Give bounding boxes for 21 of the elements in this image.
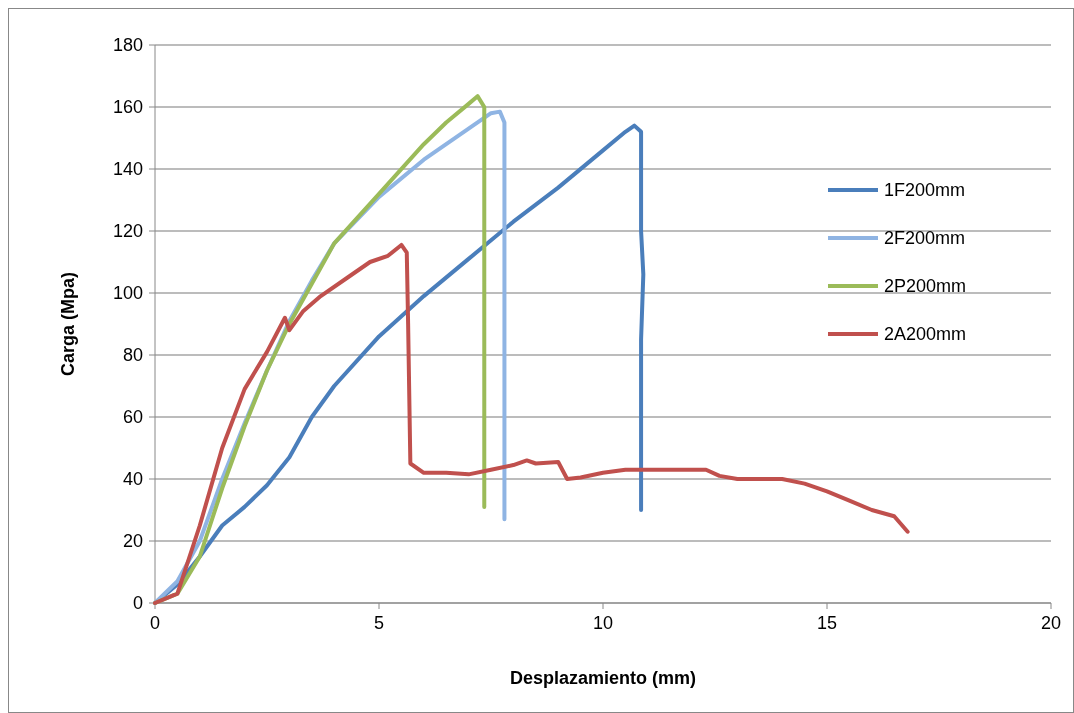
- y-tick-label: 40: [122, 469, 143, 490]
- legend-label: 2P200mm: [884, 276, 967, 297]
- y-axis-title: Carga (Mpa): [58, 271, 78, 377]
- y-tick-label: 0: [132, 593, 143, 614]
- x-tick-label: 10: [592, 613, 614, 633]
- y-tick-label: 100: [112, 283, 143, 304]
- y-tick-label: 140: [112, 159, 143, 180]
- x-tick-label: 20: [1040, 613, 1062, 633]
- y-tick-label: 20: [122, 531, 143, 552]
- y-tick-label: 80: [122, 345, 143, 366]
- x-tick-label: 15: [816, 613, 838, 633]
- y-tick-label: 60: [122, 407, 143, 428]
- x-tick-label: 0: [149, 613, 161, 633]
- x-axis-title: Desplazamiento (mm): [509, 668, 697, 688]
- x-tick-label: 5: [373, 613, 385, 633]
- y-tick-label: 160: [112, 97, 143, 118]
- y-tick-label: 180: [112, 35, 143, 56]
- y-tick-label: 120: [112, 221, 143, 242]
- legend-label: 2A200mm: [884, 324, 967, 345]
- legend-label: 2F200mm: [884, 228, 966, 249]
- legend-label: 1F200mm: [884, 180, 966, 201]
